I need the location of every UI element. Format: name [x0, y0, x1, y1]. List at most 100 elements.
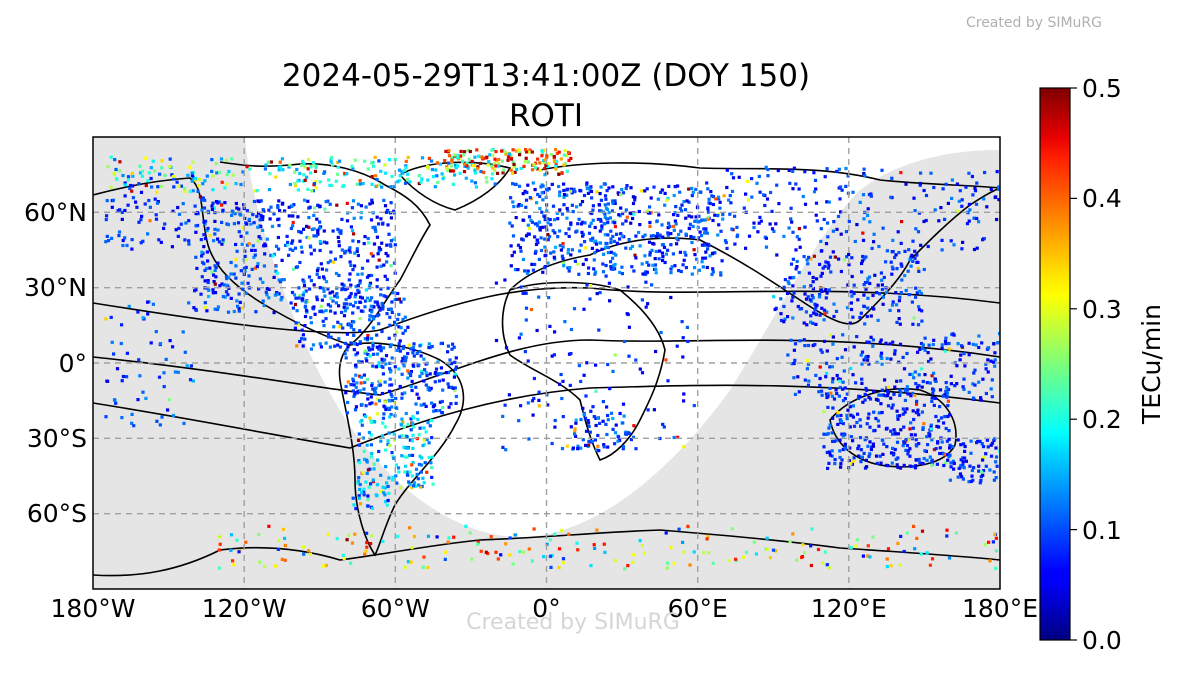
roti-point: [862, 172, 866, 176]
roti-point: [929, 427, 933, 431]
roti-point: [302, 283, 307, 288]
roti-point: [839, 269, 843, 274]
roti-point: [602, 445, 606, 449]
roti-point: [591, 405, 595, 409]
roti-point: [860, 455, 864, 459]
roti-point: [611, 256, 615, 260]
roti-point: [788, 540, 792, 544]
roti-point: [971, 396, 976, 400]
roti-point: [935, 424, 939, 428]
roti-point: [747, 234, 752, 238]
roti-point: [606, 362, 610, 367]
roti-point: [675, 242, 679, 246]
roti-point: [239, 269, 243, 273]
roti-point: [581, 438, 585, 442]
roti-point: [974, 343, 978, 347]
roti-point: [358, 340, 362, 344]
roti-point: [381, 421, 385, 425]
roti-point: [882, 275, 886, 280]
roti-point: [669, 232, 673, 236]
roti-point: [371, 341, 375, 345]
roti-point: [427, 345, 431, 350]
roti-point: [329, 296, 333, 300]
roti-point: [438, 162, 442, 166]
roti-point: [537, 257, 541, 261]
roti-point: [902, 463, 906, 467]
roti-point: [995, 170, 999, 174]
roti-point: [193, 289, 197, 293]
roti-point: [387, 232, 391, 236]
roti-point: [545, 188, 549, 192]
roti-point: [651, 263, 655, 267]
roti-point: [823, 550, 827, 554]
roti-point: [796, 375, 800, 379]
roti-point: [388, 444, 392, 448]
roti-point: [291, 214, 295, 218]
roti-point: [177, 226, 181, 230]
roti-point: [871, 442, 875, 446]
roti-point: [524, 156, 528, 160]
roti-point: [559, 248, 563, 252]
roti-point: [521, 238, 525, 242]
roti-point: [717, 223, 721, 227]
roti-point: [216, 237, 220, 241]
roti-point: [270, 224, 275, 228]
roti-point: [324, 341, 328, 345]
roti-point: [858, 200, 862, 204]
roti-point: [398, 349, 402, 353]
roti-point: [825, 450, 829, 455]
roti-point: [379, 489, 383, 493]
roti-point: [824, 288, 828, 292]
roti-point: [611, 416, 615, 421]
roti-point: [263, 167, 267, 171]
roti-point: [585, 186, 589, 191]
roti-point: [621, 402, 626, 406]
roti-point: [628, 211, 632, 215]
roti-point: [936, 441, 940, 445]
roti-point: [405, 473, 410, 477]
roti-point: [360, 272, 364, 276]
roti-point: [130, 412, 134, 416]
roti-point: [782, 304, 786, 309]
roti-point: [509, 264, 513, 268]
roti-point: [831, 439, 835, 443]
roti-point: [276, 204, 280, 208]
roti-point: [855, 335, 859, 339]
roti-point: [312, 283, 316, 287]
roti-point: [306, 157, 311, 162]
roti-point: [358, 461, 362, 465]
roti-point: [611, 369, 615, 373]
roti-point: [347, 278, 351, 282]
roti-point: [501, 171, 505, 175]
roti-point: [841, 387, 845, 391]
roti-point: [586, 419, 590, 423]
roti-point: [287, 165, 291, 169]
roti-point: [621, 447, 625, 451]
roti-point: [231, 559, 235, 563]
roti-point: [609, 260, 613, 264]
roti-point: [553, 231, 557, 235]
roti-point: [396, 317, 400, 321]
roti-point: [289, 301, 293, 305]
roti-point: [577, 364, 581, 368]
roti-point: [353, 532, 357, 536]
roti-point: [514, 533, 518, 537]
roti-point: [398, 435, 402, 439]
roti-point: [351, 167, 355, 171]
roti-point: [210, 169, 214, 173]
roti-point: [841, 399, 846, 403]
roti-point: [283, 209, 287, 213]
roti-point: [835, 357, 839, 361]
roti-point: [218, 542, 222, 546]
roti-point: [650, 283, 654, 287]
roti-point: [293, 326, 297, 330]
roti-point: [401, 331, 405, 335]
roti-point: [625, 215, 629, 219]
roti-point: [375, 352, 380, 356]
roti-point: [207, 294, 211, 299]
roti-point: [331, 299, 335, 303]
roti-point: [984, 464, 988, 468]
roti-point: [441, 177, 445, 181]
roti-point: [200, 250, 204, 254]
roti-point: [650, 248, 654, 252]
